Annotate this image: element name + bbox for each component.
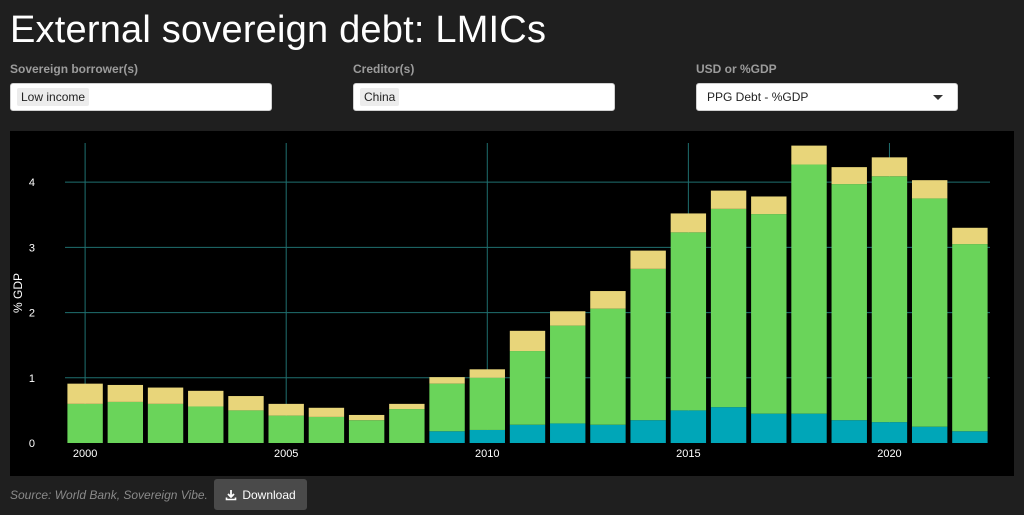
bar-segment [751, 413, 787, 443]
bar-segment [952, 431, 988, 443]
y-tick-label: 2 [29, 308, 35, 320]
borrower-filter: Sovereign borrower(s) Low income [10, 62, 272, 111]
stacked-bar-chart: 0 1 2 3 4 2000 2005 2010 2015 2020 % GDP [11, 143, 990, 460]
bar-segment [348, 420, 385, 443]
bar-segment [429, 377, 465, 384]
bar-segment [952, 227, 988, 245]
creditor-filter-label: Creditor(s) [353, 62, 415, 76]
creditor-input[interactable]: China [353, 83, 615, 111]
bar-segment [590, 308, 626, 425]
bar-segment [871, 176, 908, 423]
bar-segment [469, 429, 505, 443]
x-tick-label: 2000 [73, 448, 97, 460]
x-tick-label: 2010 [475, 448, 499, 460]
unit-select[interactable]: PPG Debt - %GDP [696, 83, 958, 111]
bar-segment [630, 268, 666, 421]
bar-segment [188, 406, 224, 443]
bar-segment [751, 196, 787, 215]
bar-segment [550, 311, 586, 326]
x-tick-label: 2005 [274, 448, 298, 460]
bar-segment [308, 416, 345, 443]
bar-segment [509, 424, 546, 443]
bar-segment [670, 213, 707, 233]
y-tick-label: 0 [29, 438, 35, 450]
bar-segment [871, 157, 908, 177]
bar-segment [670, 232, 707, 411]
bar-segment [429, 383, 465, 432]
creditor-filter: Creditor(s) China [353, 62, 615, 111]
bar-segment [791, 164, 827, 414]
bar-segment [228, 396, 264, 411]
unit-filter: USD or %GDP PPG Debt - %GDP [696, 62, 958, 111]
bar-segment [67, 383, 103, 404]
bar-segment [952, 244, 988, 432]
bar-segment [147, 403, 184, 443]
source-note: Source: World Bank, Sovereign Vibe. [10, 488, 208, 502]
download-icon [226, 489, 237, 500]
bar-segment [751, 214, 787, 414]
bar-segment [268, 403, 304, 416]
bar-segment [630, 250, 666, 269]
chart-container: 0 1 2 3 4 2000 2005 2010 2015 2020 % GDP [10, 131, 1014, 476]
unit-filter-label: USD or %GDP [696, 62, 777, 76]
bar-segment [348, 414, 385, 421]
bar-segment [791, 413, 827, 443]
bar-segment [509, 330, 546, 352]
bar-segment [67, 403, 103, 443]
unit-select-value: PPG Debt - %GDP [707, 90, 809, 104]
bar-segment [188, 390, 224, 407]
bar-segment [268, 415, 304, 443]
bar-segment [228, 410, 264, 443]
bar-segment [911, 426, 948, 443]
bar-segment [429, 431, 465, 443]
bar-segment [107, 401, 144, 443]
download-label: Download [242, 487, 296, 502]
bar-segment [550, 325, 586, 424]
bar-segment [871, 422, 908, 443]
chevron-down-icon[interactable] [933, 95, 943, 100]
y-axis-label: % GDP [11, 273, 25, 313]
bar-segment [911, 180, 948, 199]
bar-segment [911, 198, 948, 427]
bar-segment [670, 410, 707, 443]
bar-segment [630, 420, 666, 443]
bar-segment [550, 423, 586, 443]
x-tick-label: 2015 [676, 448, 700, 460]
bar-segment [308, 407, 345, 417]
bar-segment [147, 387, 184, 404]
y-tick-label: 3 [29, 242, 35, 254]
y-tick-label: 1 [29, 373, 35, 385]
bar-segment [710, 208, 747, 408]
bar-segment [509, 351, 546, 425]
bar-segment [710, 190, 747, 209]
borrower-input[interactable]: Low income [10, 83, 272, 111]
download-button[interactable]: Download [214, 479, 307, 510]
bar-segment [710, 407, 747, 443]
bar-segment [831, 420, 867, 443]
bar-segment [831, 167, 867, 185]
page-title: External sovereign debt: LMICs [10, 9, 547, 51]
bar-segment [590, 291, 626, 309]
bar-segment [389, 403, 425, 410]
borrower-filter-label: Sovereign borrower(s) [10, 62, 139, 76]
x-tick-label: 2020 [877, 448, 901, 460]
bar-segment [831, 184, 867, 421]
bar-segment [590, 424, 626, 443]
bar-segment [791, 145, 827, 165]
creditor-chip[interactable]: China [360, 88, 400, 106]
bar-segment [469, 369, 505, 378]
y-tick-label: 4 [29, 177, 35, 189]
bar-segment [107, 384, 144, 402]
borrower-chip[interactable]: Low income [17, 88, 90, 106]
bar-segment [469, 377, 505, 430]
bar-segment [389, 409, 425, 443]
